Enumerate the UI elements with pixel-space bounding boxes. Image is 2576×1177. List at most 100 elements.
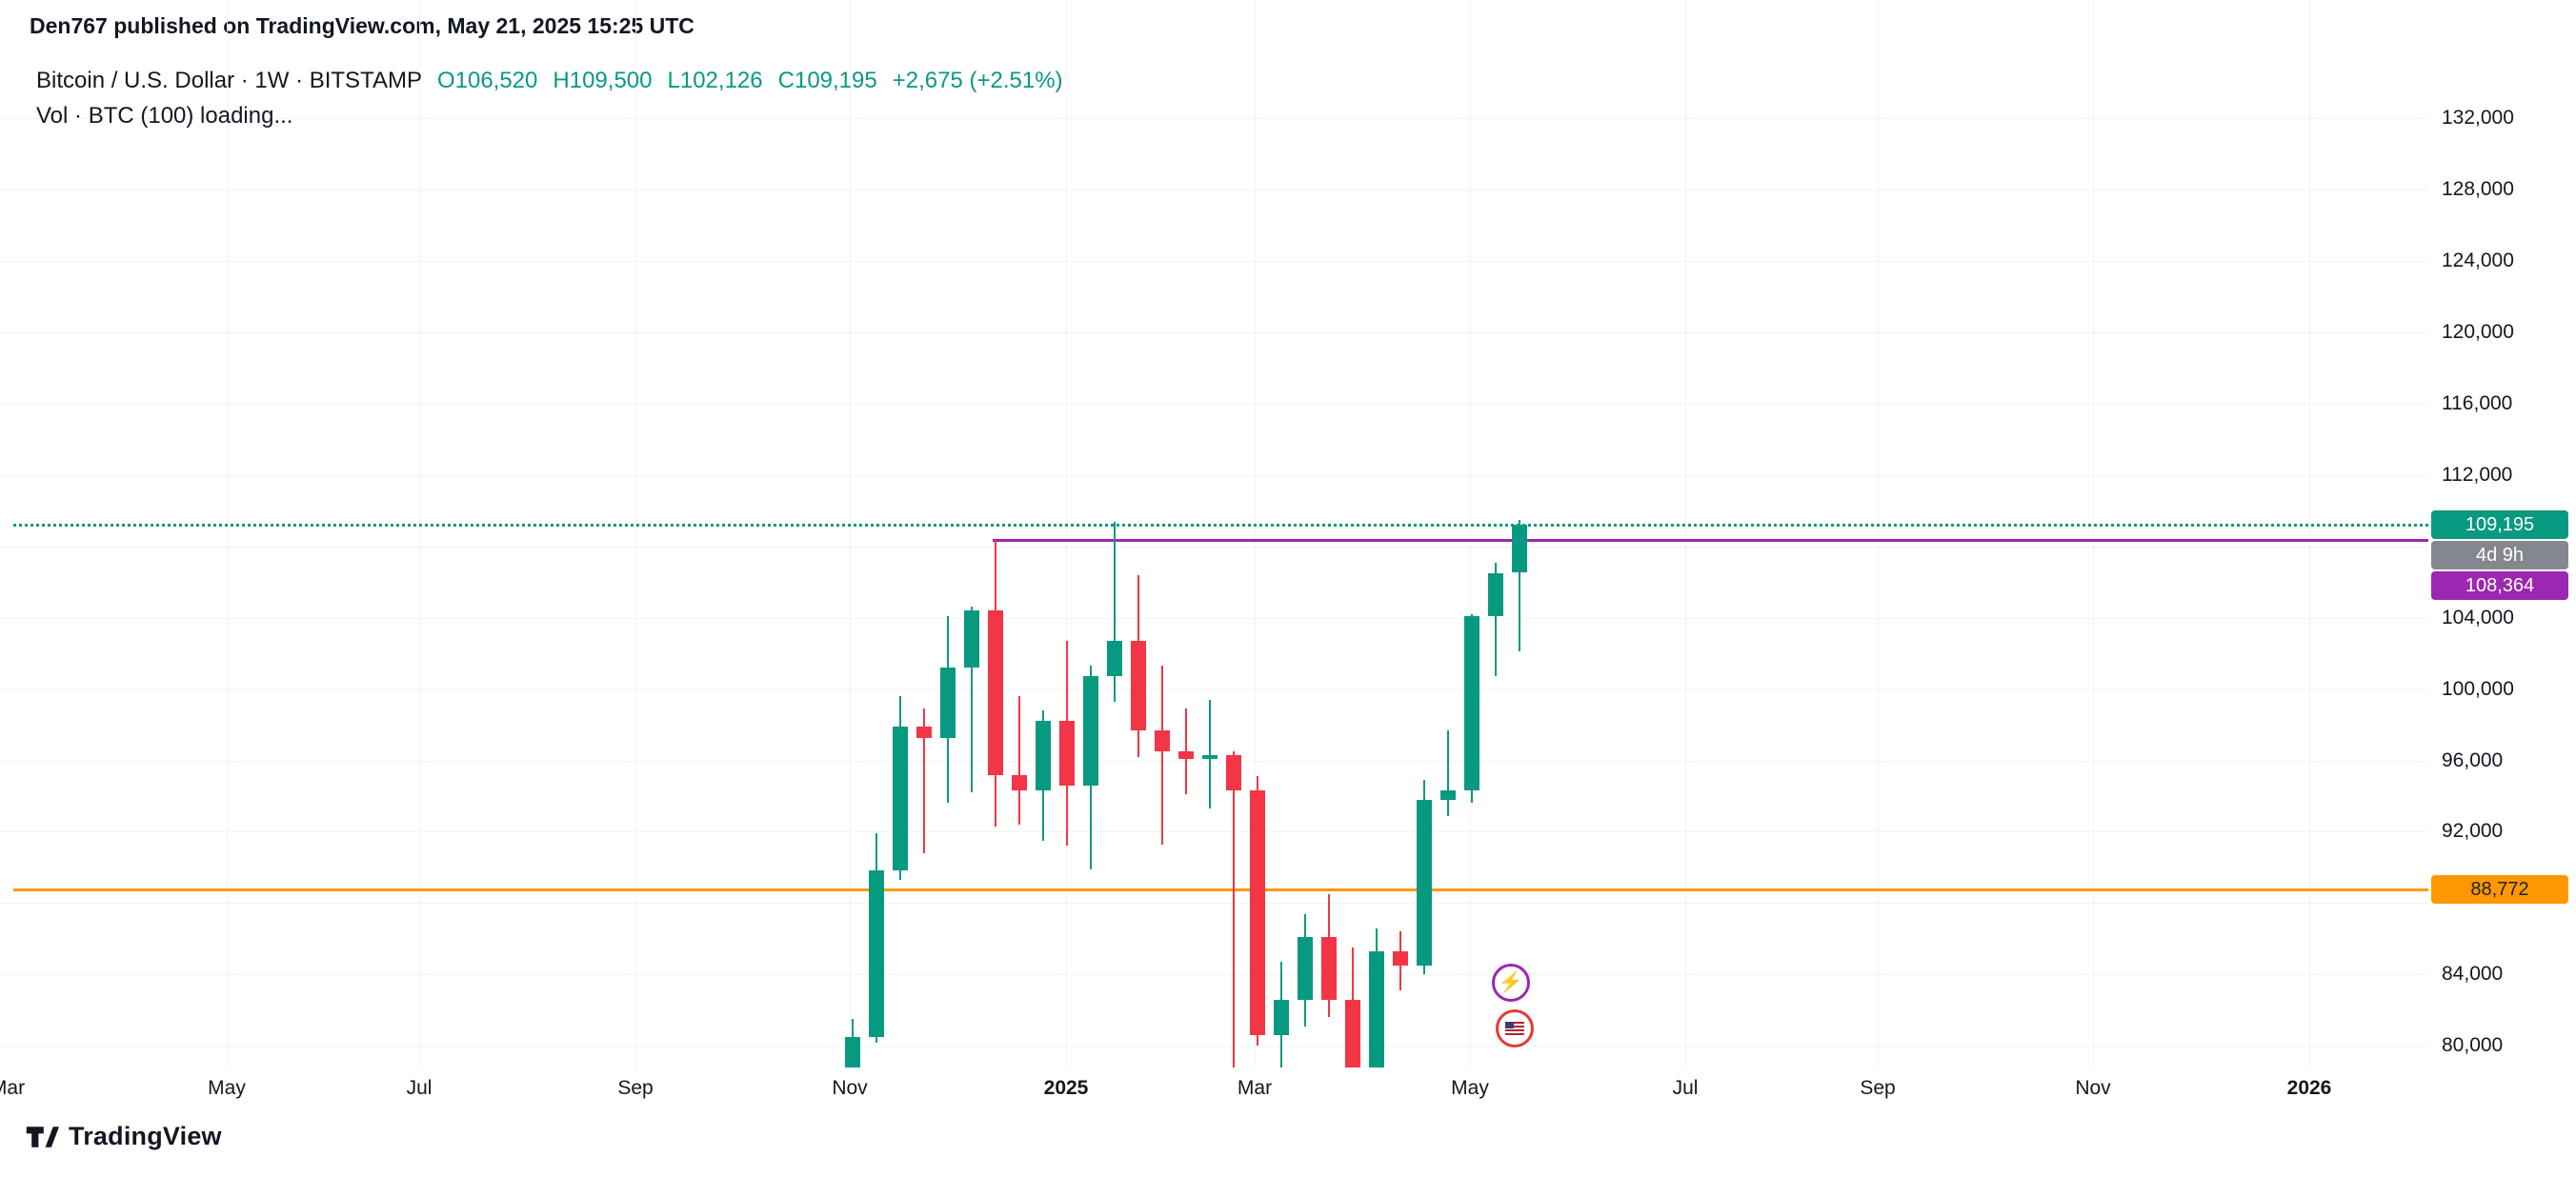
vertical-gridline — [2093, 0, 2094, 1067]
candle-body — [1059, 721, 1075, 786]
horizontal-gridline — [0, 403, 2428, 405]
candle-body — [1298, 937, 1313, 1000]
time-axis-label: 2025 — [1043, 1077, 1089, 1099]
candle-wick — [1233, 751, 1235, 1067]
time-axis-label: Jul — [406, 1077, 433, 1099]
horizontal-line-purple[interactable] — [993, 538, 2428, 542]
horizontal-line-orange[interactable] — [13, 888, 2428, 891]
us-flag-icon — [1505, 1022, 1524, 1035]
ohlc-open: O106,520 — [436, 67, 538, 93]
price-scale[interactable]: 132,000 128,000 124,000 120,000 116,000 112,0… — [2428, 0, 2576, 1067]
vertical-gridline — [850, 0, 851, 1067]
last-price-badge: 109,195 — [2431, 510, 2568, 539]
horizontal-gridline — [0, 974, 2428, 976]
horizontal-gridline — [0, 546, 2428, 548]
candle-wick — [1447, 729, 1449, 816]
candle-body — [893, 726, 908, 870]
price-scale-label: 104,000 — [2442, 606, 2514, 628]
candle-body — [869, 869, 884, 1037]
horizontal-gridline — [0, 118, 2428, 119]
chart-pane[interactable] — [0, 0, 2428, 1067]
time-axis-label: Jul — [1672, 1077, 1699, 1099]
candle-wick — [1495, 562, 1497, 677]
vertical-gridline — [227, 0, 228, 1067]
vertical-gridline — [1255, 0, 1256, 1067]
price-scale-label: 132,000 — [2442, 107, 2514, 129]
time-axis-label: Mar — [0, 1077, 26, 1099]
candle-body — [1250, 790, 1265, 1036]
horizontal-gridline — [0, 1046, 2428, 1047]
price-scale-label: 96,000 — [2442, 748, 2504, 771]
price-scale-label: 116,000 — [2442, 391, 2513, 414]
candle-body — [1464, 615, 1479, 791]
ohlc-high: H109,500 — [553, 67, 653, 93]
vertical-gridline — [635, 0, 636, 1067]
horizontal-gridline — [0, 903, 2428, 905]
candle-body — [1226, 754, 1241, 791]
legend-row-symbol: Bitcoin / U.S. Dollar · 1W · BITSTAMP O1… — [36, 63, 1063, 98]
lightning-glyph: ⚡ — [1498, 971, 1524, 993]
publish-attribution: Den767 published on TradingView.com, May… — [30, 13, 694, 38]
vertical-gridline — [1066, 0, 1067, 1067]
candle-body — [1512, 525, 1527, 573]
candle-body — [1012, 774, 1027, 791]
price-scale-label: 128,000 — [2442, 177, 2514, 200]
purple-line-price-badge: 108,364 — [2431, 571, 2568, 600]
symbol-title[interactable]: Bitcoin / U.S. Dollar · 1W · BITSTAMP — [36, 67, 422, 93]
horizontal-gridline — [0, 688, 2428, 690]
horizontal-gridline — [0, 760, 2428, 762]
candle-wick — [971, 607, 973, 793]
tradingview-logo[interactable]: TradingView — [25, 1122, 222, 1151]
price-scale-label: 124,000 — [2442, 249, 2514, 271]
candle-body — [940, 668, 956, 739]
candle-body — [1345, 999, 1360, 1067]
volume-indicator-label: Vol · BTC (100) loading... — [36, 102, 293, 129]
time-axis-label: Mar — [1237, 1077, 1273, 1099]
economic-event-lightning-icon[interactable]: ⚡ — [1492, 964, 1530, 1002]
candle-wick — [1519, 519, 1520, 651]
vertical-gridline — [1470, 0, 1471, 1067]
vertical-gridline — [2309, 0, 2310, 1067]
candle-body — [1202, 754, 1218, 759]
price-scale-label: 80,000 — [2442, 1034, 2504, 1057]
time-axis-label: May — [1451, 1077, 1489, 1099]
candle-body — [964, 610, 979, 668]
candle-wick — [1114, 522, 1116, 702]
price-scale-label: 100,000 — [2442, 677, 2514, 700]
candle-body — [1036, 721, 1051, 791]
horizontal-gridline — [0, 831, 2428, 833]
candle-wick — [923, 708, 925, 853]
economic-event-us-flag-icon[interactable] — [1496, 1009, 1534, 1047]
ohlc-low: L102,126 — [667, 67, 763, 93]
candle-body — [1393, 951, 1408, 966]
time-axis-label: Nov — [2075, 1077, 2111, 1099]
horizontal-gridline — [0, 474, 2428, 476]
bar-countdown-badge: 4d 9h — [2431, 541, 2568, 569]
vertical-gridline — [1878, 0, 1879, 1067]
tradingview-wordmark: TradingView — [69, 1122, 222, 1150]
candle-wick — [1018, 696, 1020, 825]
ohlc-close: C109,195 — [777, 67, 877, 93]
candle-body — [845, 1036, 860, 1067]
candle-body — [1107, 640, 1122, 677]
horizontal-gridline — [0, 617, 2428, 619]
chart-legend: Bitcoin / U.S. Dollar · 1W · BITSTAMP O1… — [36, 63, 1063, 133]
candle-body — [1369, 951, 1384, 1067]
time-axis-label: Nov — [832, 1077, 868, 1099]
candle-body — [1440, 790, 1456, 800]
candle-body — [1274, 999, 1289, 1036]
candle-body — [988, 610, 1003, 775]
legend-row-volume[interactable]: Vol · BTC (100) loading... — [36, 98, 1063, 133]
candle-body — [1417, 799, 1432, 966]
orange-line-price-badge: 88,772 — [2431, 875, 2568, 904]
candle-body — [1131, 640, 1146, 730]
time-axis[interactable]: Mar May Jul Sep Nov 2025 Mar May Jul Sep Nov 2026 — [0, 1067, 2428, 1117]
tradingview-logo-icon — [26, 1126, 59, 1147]
price-scale-label: 120,000 — [2442, 320, 2514, 343]
candle-body — [916, 726, 932, 739]
candle-body — [1155, 729, 1170, 752]
candle-body — [1488, 572, 1503, 616]
vertical-gridline — [419, 0, 420, 1067]
last-price-line — [13, 524, 2428, 528]
